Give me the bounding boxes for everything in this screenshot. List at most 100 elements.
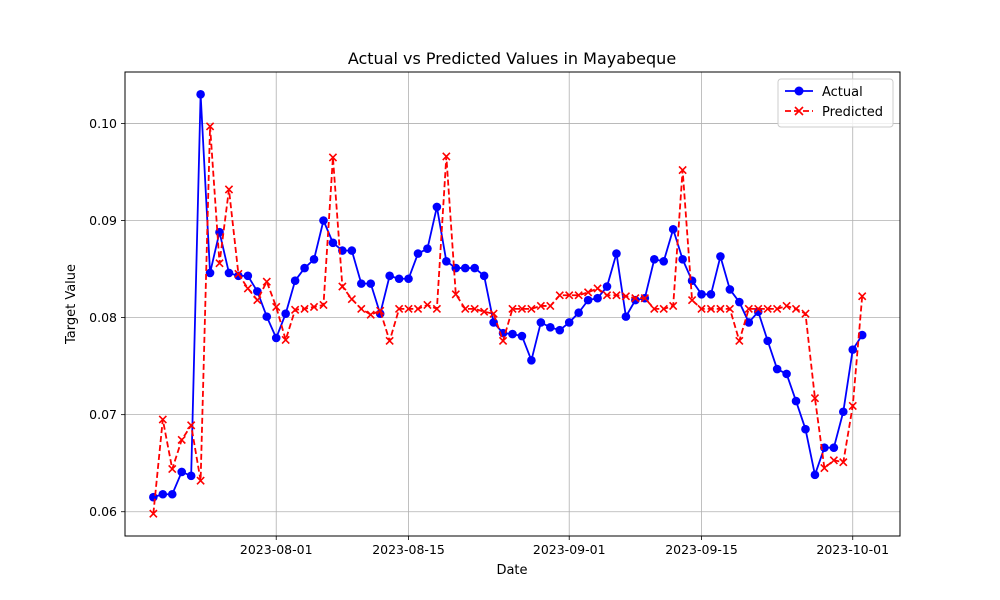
- series-layer: [149, 90, 867, 518]
- legend-marker-actual: [794, 86, 804, 96]
- legend-label-actual: Actual: [822, 85, 863, 100]
- data-point-actual: [508, 329, 517, 339]
- data-point-predicted: [829, 456, 839, 465]
- legend-marker-predicted: [794, 106, 804, 116]
- data-point-actual: [583, 295, 593, 305]
- data-point-actual: [602, 282, 612, 291]
- data-point-predicted: [612, 291, 621, 300]
- data-point-actual: [848, 345, 858, 354]
- data-point-predicted: [253, 295, 262, 305]
- data-point-predicted: [479, 307, 489, 316]
- data-point-actual: [205, 268, 215, 278]
- plot-frame: [124, 71, 901, 537]
- data-point-predicted: [385, 336, 394, 346]
- data-point-predicted: [517, 304, 527, 314]
- data-point-predicted: [754, 304, 763, 314]
- data-point-actual: [224, 268, 234, 278]
- data-point-predicted: [158, 415, 167, 424]
- data-point-actual: [196, 90, 205, 99]
- data-point-predicted: [262, 277, 271, 286]
- data-point-predicted: [602, 291, 612, 300]
- data-point-actual: [725, 285, 735, 294]
- data-point-predicted: [149, 509, 158, 518]
- data-point-actual: [829, 443, 839, 452]
- data-point-predicted: [338, 282, 347, 291]
- data-point-predicted: [186, 421, 196, 430]
- data-point-actual: [347, 246, 357, 255]
- data-point-actual: [706, 289, 716, 299]
- data-point-predicted: [177, 435, 186, 445]
- data-point-predicted: [772, 304, 782, 314]
- data-point-actual: [527, 356, 536, 365]
- data-point-actual: [612, 249, 621, 258]
- series-actual: [149, 90, 867, 502]
- x-tick-label: 2023-09-15: [665, 542, 738, 557]
- data-point-actual: [857, 330, 867, 340]
- data-point-actual: [479, 271, 489, 281]
- data-point-predicted: [224, 185, 234, 194]
- series-line-predicted: [152, 125, 864, 514]
- data-point-actual: [564, 318, 574, 327]
- y-tick-label: 0.06: [89, 504, 117, 519]
- data-point-actual: [356, 279, 366, 288]
- data-point-predicted: [593, 284, 602, 293]
- data-point-actual: [772, 364, 782, 374]
- data-point-actual: [697, 289, 706, 299]
- data-point-predicted: [309, 302, 319, 312]
- legend-label-predicted: Predicted: [822, 105, 883, 120]
- data-point-predicted: [640, 294, 649, 303]
- data-point-actual: [177, 467, 187, 477]
- data-point-actual: [394, 274, 404, 284]
- data-point-actual: [574, 308, 583, 318]
- data-point-actual: [442, 256, 451, 266]
- data-point-predicted: [716, 304, 725, 314]
- data-point-actual: [593, 293, 602, 303]
- data-point-predicted: [196, 476, 205, 485]
- data-point-actual: [763, 336, 772, 346]
- data-point-actual: [404, 274, 413, 284]
- data-point-actual: [735, 297, 744, 307]
- data-point-predicted: [432, 304, 442, 314]
- data-point-predicted: [678, 165, 687, 175]
- data-point-predicted: [706, 304, 716, 314]
- data-point-predicted: [565, 291, 574, 300]
- data-point-actual: [659, 256, 669, 266]
- data-point-actual: [460, 263, 470, 273]
- data-point-predicted: [376, 306, 385, 315]
- data-point-predicted: [782, 301, 791, 311]
- series-predicted: [149, 122, 867, 518]
- data-point-predicted: [489, 309, 498, 318]
- data-point-actual: [319, 216, 328, 225]
- data-point-predicted: [650, 304, 659, 314]
- y-axis-label: Target Value: [64, 264, 79, 345]
- data-point-predicted: [621, 292, 631, 301]
- data-point-predicted: [546, 301, 555, 311]
- x-tick-label: 2023-08-01: [240, 542, 313, 557]
- data-point-predicted: [328, 153, 338, 162]
- data-point-actual: [271, 333, 281, 343]
- data-point-predicted: [574, 291, 583, 300]
- y-tick-label: 0.09: [89, 213, 117, 228]
- data-point-predicted: [470, 304, 479, 314]
- data-point-predicted: [205, 122, 215, 131]
- data-point-predicted: [168, 464, 177, 474]
- data-point-actual: [470, 263, 479, 273]
- y-tick-label: 0.08: [89, 310, 117, 325]
- data-point-predicted: [536, 301, 546, 311]
- data-point-predicted: [810, 393, 820, 403]
- data-point-predicted: [791, 304, 801, 314]
- data-point-predicted: [659, 304, 668, 314]
- y-tick-label: 0.10: [89, 116, 117, 131]
- data-point-predicted: [631, 294, 640, 303]
- data-point-actual: [621, 312, 631, 321]
- data-point-predicted: [357, 304, 366, 314]
- x-axis-label: Date: [496, 563, 527, 578]
- data-point-actual: [782, 369, 791, 379]
- data-point-actual: [149, 492, 158, 502]
- data-point-actual: [385, 271, 394, 281]
- data-point-predicted: [763, 304, 772, 314]
- data-point-predicted: [272, 302, 281, 312]
- data-point-predicted: [423, 300, 432, 310]
- data-point-predicted: [366, 310, 375, 319]
- data-point-predicted: [215, 259, 224, 268]
